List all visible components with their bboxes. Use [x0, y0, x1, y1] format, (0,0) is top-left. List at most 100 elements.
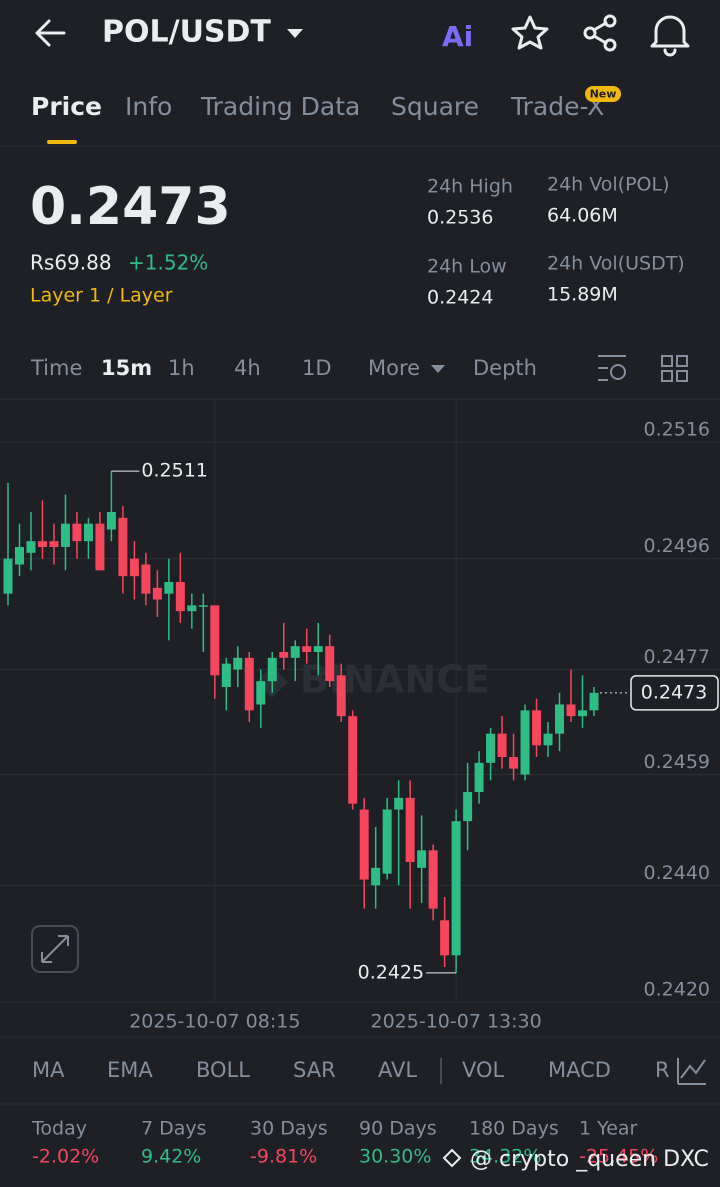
price-change: +1.52% — [128, 251, 208, 275]
back-button[interactable] — [35, 19, 66, 47]
interval[interactable]: 1h — [168, 356, 195, 380]
candle-body — [175, 582, 185, 612]
candle-body — [244, 657, 254, 711]
last-price-label: 0.2473 — [641, 681, 707, 703]
candle-body — [371, 867, 381, 886]
interval[interactable]: 1D — [302, 356, 332, 380]
period-change: -2.02% — [32, 1146, 99, 1168]
candle-body — [382, 809, 392, 874]
y-tick-label: 0.2420 — [644, 979, 710, 1001]
x-tick-label: 2025-10-07 08:15 — [129, 1011, 300, 1033]
candle-body — [187, 605, 197, 612]
indicator[interactable]: MACD — [548, 1058, 611, 1082]
stat-label: 24h Vol(USDT) — [547, 253, 685, 275]
indicator-settings[interactable] — [677, 1058, 706, 1085]
candle-body — [210, 605, 220, 676]
candle-body — [106, 512, 116, 530]
candle-body — [3, 558, 13, 594]
ai-button[interactable]: Ai — [442, 20, 473, 53]
fullscreen-button[interactable] — [31, 925, 79, 973]
candle-body — [302, 646, 312, 652]
more-dropdown[interactable] — [431, 365, 445, 373]
period-label: 7 Days — [141, 1118, 207, 1140]
max-label: 0.2511 — [141, 460, 207, 482]
stat-label: 24h Vol(POL) — [547, 174, 670, 196]
candle-body — [428, 850, 438, 909]
candle-body — [313, 646, 323, 652]
period-change: -25.45% — [579, 1146, 658, 1168]
candle-body — [83, 523, 93, 542]
candle-body — [49, 541, 59, 547]
tab[interactable]: Square — [391, 92, 479, 121]
indicator[interactable]: EMA — [107, 1058, 153, 1082]
pair-dropdown[interactable] — [287, 29, 303, 38]
interval[interactable]: 15m — [101, 356, 152, 380]
candle-body — [141, 564, 151, 594]
interval[interactable]: Depth — [473, 356, 537, 380]
stat-value: 64.06M — [547, 205, 618, 227]
candle-body — [60, 523, 70, 547]
sector-tag[interactable]: Layer 1 / Layer — [30, 285, 173, 307]
y-tick-label: 0.2440 — [644, 862, 710, 884]
candle-body — [164, 582, 174, 594]
layout-button[interactable] — [661, 355, 688, 382]
stat-value: 0.2536 — [427, 207, 493, 229]
interval[interactable]: 4h — [234, 356, 261, 380]
fiat-price: Rs69.88 — [30, 251, 112, 275]
candle-body — [14, 547, 24, 565]
interval[interactable]: More — [368, 356, 420, 380]
candle-body — [348, 716, 358, 804]
tab-underline — [47, 140, 77, 144]
candle-body — [417, 850, 427, 868]
indicator[interactable]: VOL — [462, 1058, 505, 1082]
stat-value: 15.89M — [547, 284, 618, 306]
credit: @ crypto _queen DXC — [470, 1147, 709, 1172]
candle-body — [405, 797, 415, 862]
min-label: 0.2425 — [358, 961, 424, 983]
stat-value: 0.2424 — [427, 287, 493, 309]
candle-body — [152, 587, 162, 600]
candle-body — [532, 710, 542, 746]
period-change: 30.30% — [359, 1146, 431, 1168]
tab[interactable]: Price — [31, 92, 102, 121]
indicator[interactable]: BOLL — [196, 1058, 250, 1082]
candle-body — [394, 797, 404, 810]
y-tick-label: 0.2516 — [644, 419, 710, 441]
candle-body — [474, 762, 484, 792]
share-button[interactable] — [583, 14, 617, 52]
alert-button[interactable] — [650, 15, 690, 57]
indicator[interactable]: AVL — [378, 1058, 417, 1082]
candle-body — [578, 710, 587, 717]
candle-body — [129, 558, 139, 577]
candle-body — [72, 523, 82, 542]
candle-body — [233, 657, 243, 670]
candle-body — [279, 652, 289, 658]
candle-body — [256, 681, 266, 705]
candle-body — [520, 710, 530, 775]
favorite-button[interactable] — [511, 15, 549, 50]
candle-body — [509, 757, 519, 769]
tab[interactable]: Info — [125, 92, 172, 121]
candle-body — [589, 692, 599, 711]
stat-label: 24h High — [427, 176, 513, 198]
tab[interactable]: Trading Data — [200, 92, 360, 121]
candle-body — [290, 646, 300, 658]
last-price-box — [630, 675, 719, 711]
indicator[interactable]: R — [655, 1058, 670, 1082]
y-tick-label: 0.2477 — [644, 646, 710, 668]
pair-title[interactable]: POL/USDT — [102, 15, 271, 50]
last-price: 0.2473 — [30, 177, 231, 237]
y-tick-label: 0.2459 — [644, 751, 710, 773]
y-tick-label: 0.2496 — [644, 535, 710, 557]
indicator[interactable]: MA — [32, 1058, 65, 1082]
period-label: 180 Days — [469, 1118, 559, 1140]
period-label: 30 Days — [250, 1118, 328, 1140]
chart-settings[interactable] — [598, 355, 626, 381]
candle-body — [95, 523, 105, 571]
indicator[interactable]: SAR — [293, 1058, 336, 1082]
period-label: 90 Days — [359, 1118, 437, 1140]
candle-body — [497, 733, 507, 757]
interval[interactable]: Time — [30, 356, 82, 380]
new-badge: New — [590, 88, 617, 101]
